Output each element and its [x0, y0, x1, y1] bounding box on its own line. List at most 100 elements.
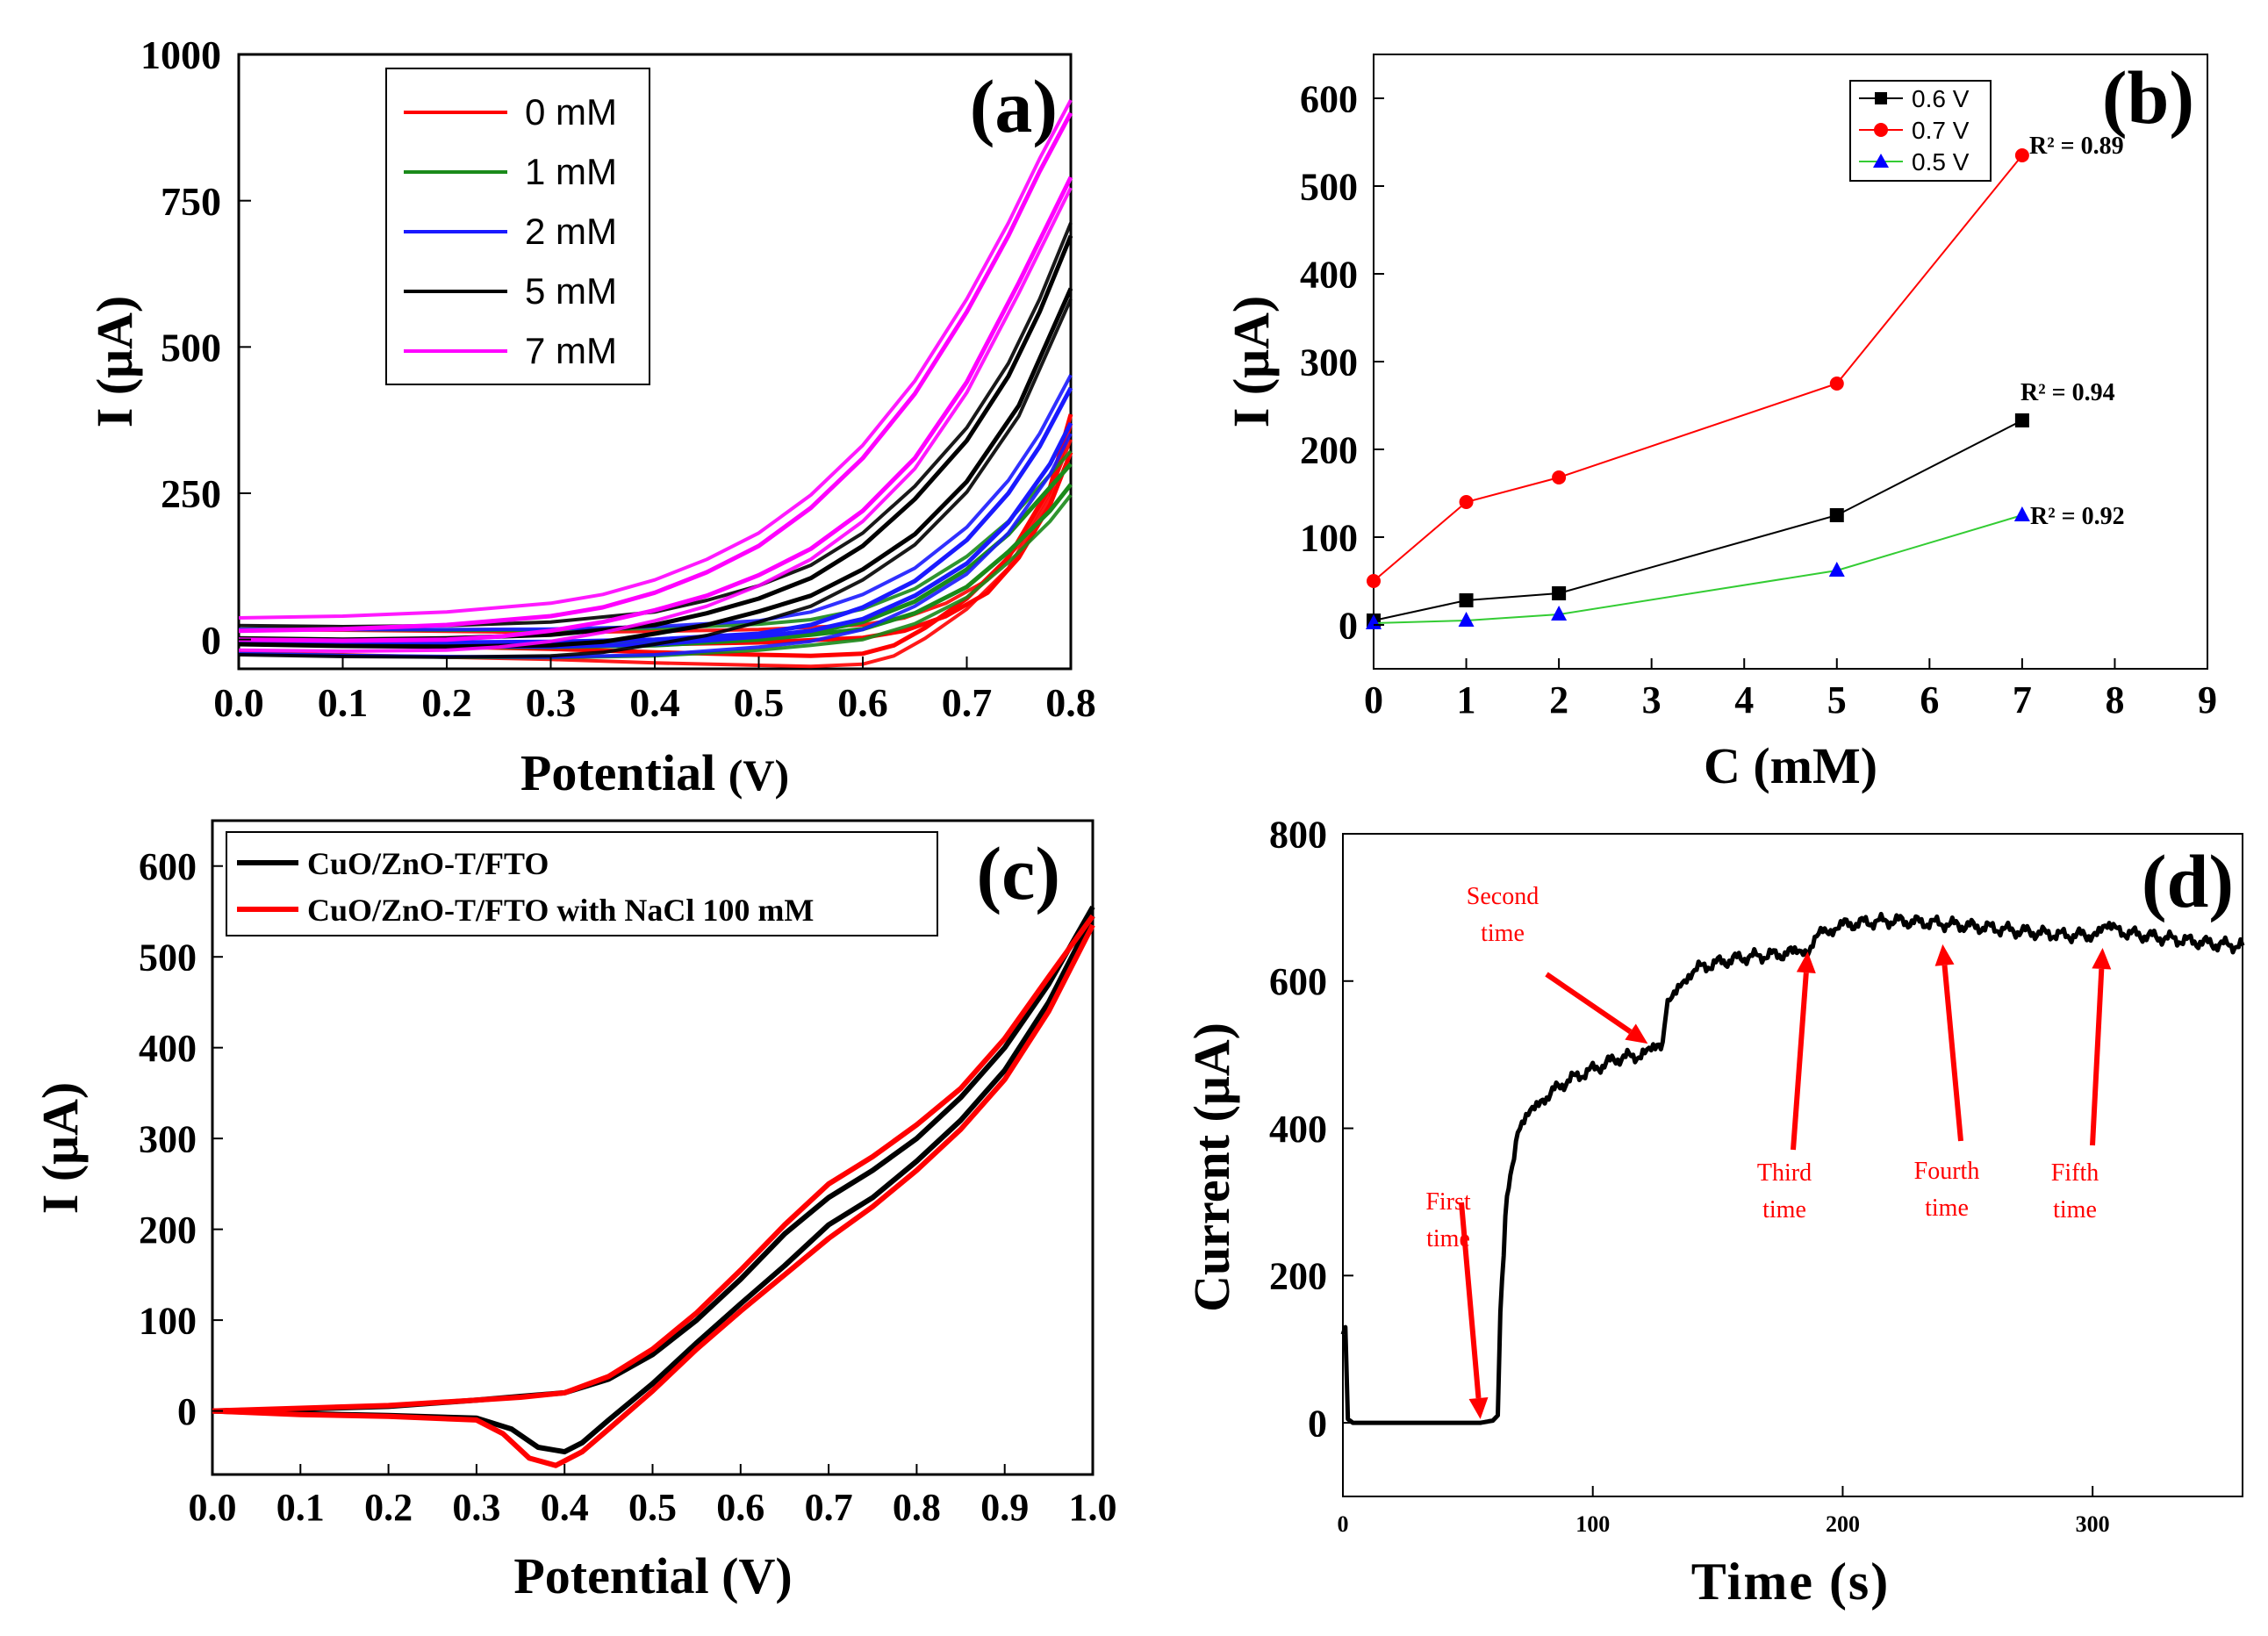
x-tick-label: 300 — [2076, 1511, 2110, 1537]
x-tick-label: 0 — [1364, 678, 1383, 721]
annotation-arrow-head — [2092, 948, 2112, 970]
panel-a-ticks: 0.0 0.1 0.2 0.3 0.4 0.5 0.6 0.7 0.8 0 250 500 750 100… — [140, 32, 1096, 725]
x-tick-label: 4 — [1734, 678, 1754, 721]
panel-b-series — [1366, 148, 2030, 629]
x-tick-label: 1.0 — [1069, 1486, 1117, 1529]
y-tick-label: 0 — [1308, 1403, 1327, 1446]
y-tick-label: 300 — [1300, 341, 1358, 384]
panel-d-series — [1340, 911, 2245, 1425]
y-tick-label: 600 — [1300, 77, 1358, 120]
annotation-arrow-shaft — [1545, 972, 1633, 1034]
panel-a-series — [238, 99, 1073, 669]
panel-a-legend: 0 mM 1 mM 2 mM 5 mM 7 mM — [385, 68, 650, 385]
annotation-arrow-head — [1934, 944, 1955, 966]
x-tick-label: 0.9 — [980, 1486, 1029, 1529]
annotation-line: Third — [1757, 1159, 1812, 1187]
y-tick-label: 100 — [1300, 516, 1358, 559]
cv-curve-forward — [212, 914, 1095, 1414]
x-tick-label: 5 — [1827, 678, 1847, 721]
data-point-square — [1552, 586, 1567, 600]
panel-d-label: (d) — [2142, 839, 2234, 923]
arrow-annotation-label: First time — [1425, 1188, 1471, 1252]
data-point-triangle — [1458, 612, 1475, 627]
legend-label-1mM: 1 mM — [525, 151, 617, 192]
annotation-line: time — [2053, 1196, 2097, 1223]
cv-curve-cycle — [238, 438, 1073, 635]
x-tick-label: 0.7 — [805, 1486, 853, 1529]
panel-c-label: (c) — [977, 831, 1060, 915]
panel-c-series — [212, 905, 1095, 1468]
legend-label-06V: 0.6 V — [1912, 85, 1970, 112]
cv-curve-reverse — [212, 915, 1095, 1455]
legend-marker-07V — [1874, 123, 1888, 137]
legend-label-bare: CuO/ZnO-T/FTO — [307, 846, 549, 881]
x-tick-label: 0.6 — [837, 680, 888, 725]
y-tick-label: 200 — [1269, 1255, 1327, 1298]
data-point-circle — [1459, 495, 1474, 509]
annotation-arrow-shaft — [2090, 968, 2105, 1146]
cv-curve-reverse — [238, 111, 1073, 634]
current-trace — [1340, 911, 2245, 1425]
series-line — [1373, 420, 2023, 621]
panel-a-xlabel-main: Potential — [520, 744, 728, 801]
x-tick-label: 0 — [1338, 1511, 1349, 1537]
y-tick-label: 400 — [1300, 253, 1358, 296]
y-tick-label: 300 — [139, 1118, 197, 1161]
annotation-line: Fifth — [2051, 1159, 2099, 1187]
arrow-annotation-label: Fourth time — [1914, 1158, 1980, 1222]
cv-curve-cycle — [239, 374, 1073, 632]
y-tick-label: 1000 — [140, 32, 221, 77]
panel-c: 0.0 0.1 0.2 0.3 0.4 0.5 0.6 0.7 0.8 0.9 1.0 0 100 200… — [32, 819, 1117, 1604]
x-tick-label: 0.3 — [452, 1486, 500, 1529]
x-tick-label: 0.7 — [942, 680, 993, 725]
panel-a: 0.0 0.1 0.2 0.3 0.4 0.5 0.6 0.7 0.8 0 250 500 750 100… — [86, 32, 1096, 801]
panel-d-ylabel: Current (μA) — [1183, 1022, 1240, 1312]
x-tick-label: 0.8 — [893, 1486, 941, 1529]
data-point-circle — [2014, 148, 2029, 162]
legend-box — [226, 831, 938, 936]
panel-a-xlabel-unit: (V) — [728, 750, 789, 800]
panel-b-legend: 0.6 V 0.7 V 0.5 V — [1849, 80, 1992, 182]
annotation-line: time — [1762, 1196, 1806, 1223]
r2-label-06V: R² = 0.94 — [2020, 379, 2115, 406]
arrow-annotation-label: Fifth time — [2051, 1159, 2099, 1223]
annotation-arrow-shaft — [1941, 965, 1963, 1142]
y-tick-label: 500 — [1300, 165, 1358, 208]
data-point-square — [2014, 413, 2029, 427]
data-point-triangle — [1828, 562, 1845, 577]
x-tick-label: 0.8 — [1045, 680, 1096, 725]
data-point-circle — [1367, 574, 1381, 588]
y-tick-label: 100 — [139, 1299, 197, 1342]
annotation-arrow-head — [1468, 1397, 1489, 1419]
x-tick-label: 0.2 — [421, 680, 472, 725]
x-tick-label: 0.4 — [541, 1486, 589, 1529]
x-tick-label: 0.0 — [189, 1486, 237, 1529]
legend-label-nacl: CuO/ZnO-T/FTO with NaCl 100 mM — [307, 893, 814, 928]
cv-curve-reverse — [212, 923, 1095, 1468]
x-tick-label: 200 — [1826, 1511, 1860, 1537]
r2-label-07V: R² = 0.89 — [2029, 133, 2124, 160]
cv-curve-cycle — [238, 298, 1073, 659]
annotation-arrow-head — [1796, 951, 1816, 973]
cv-curve-forward — [238, 176, 1073, 643]
y-tick-label: 750 — [161, 179, 221, 224]
x-tick-label: 0.0 — [213, 680, 264, 725]
panel-c-xlabel: Potential (V) — [513, 1547, 792, 1604]
x-tick-label: 9 — [2198, 678, 2217, 721]
cv-curve-forward — [238, 287, 1073, 649]
data-point-triangle — [2013, 506, 2030, 521]
x-tick-label: 0.4 — [629, 680, 680, 725]
cv-curve-forward — [212, 905, 1095, 1414]
panel-d-ticks: 0 100 200 300 0 200 400 600 800 — [1269, 813, 2110, 1537]
panel-d-frame — [1342, 833, 2243, 1497]
legend-label-5mM: 5 mM — [525, 270, 617, 312]
panel-c-ticks: 0.0 0.1 0.2 0.3 0.4 0.5 0.6 0.7 0.8 0.9 1.0 0 100 200… — [139, 845, 1117, 1529]
cv-curve-cycle — [238, 99, 1073, 620]
y-tick-label: 200 — [139, 1209, 197, 1252]
data-point-circle — [1829, 377, 1844, 391]
x-tick-label: 0.2 — [364, 1486, 413, 1529]
panel-b-label: (b) — [2102, 55, 2194, 140]
x-tick-label: 0.6 — [716, 1486, 764, 1529]
